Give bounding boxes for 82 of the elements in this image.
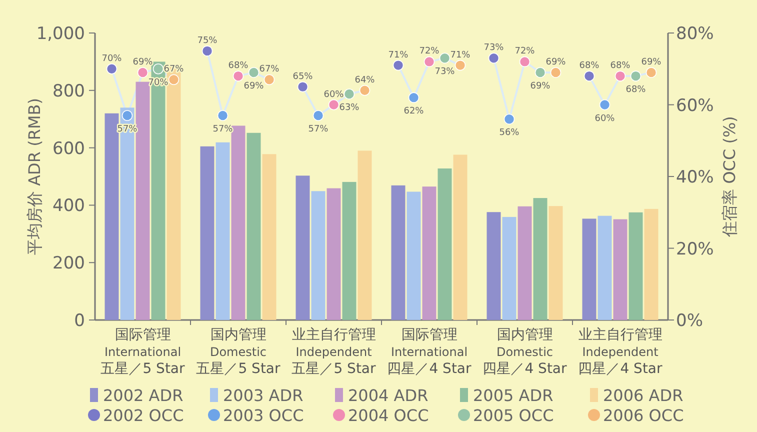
data-label: 68%	[579, 61, 600, 72]
legend-label: 2005 OCC	[473, 406, 554, 425]
data-label: 69%	[244, 81, 264, 92]
y2-tick-label: 40%	[676, 168, 714, 188]
data-label: 63%	[339, 102, 360, 113]
x-tick-label: 国内管理 Domestic 四星／4 Star	[482, 327, 568, 377]
legend-label: 2005 ADR	[473, 386, 554, 405]
data-label: 68%	[626, 85, 646, 96]
data-label: 73%	[484, 43, 504, 54]
data-label: 60%	[594, 114, 616, 124]
y-tick-label: 200	[52, 254, 85, 274]
bar	[438, 168, 452, 320]
data-label: 69%	[641, 57, 662, 68]
bar	[613, 219, 628, 320]
y2-tick-label: 80%	[676, 24, 714, 44]
legend-label: 2004 OCC	[348, 406, 429, 425]
bar	[644, 208, 658, 320]
bar	[533, 198, 548, 320]
y2-axis-title: 住宿率 OCC (%)	[720, 116, 739, 238]
y-tick-label: 400	[52, 196, 85, 216]
bar	[422, 186, 436, 320]
bar	[246, 132, 261, 320]
bar	[311, 191, 326, 320]
bar	[453, 154, 468, 320]
x-tick-label: 国际管理 International 四星／4 Star	[387, 327, 472, 377]
data-label: 75%	[197, 36, 218, 46]
bar	[598, 216, 612, 320]
data-label: 72%	[419, 46, 440, 57]
bar	[502, 216, 516, 320]
legend-label: 2006 OCC	[603, 406, 684, 425]
x-tick-label: 国内管理 Domestic 五星／5 Star	[196, 327, 281, 377]
y-tick-label: 0	[74, 311, 85, 331]
x-tick-label: 业主自行管理 Independent 五星／5 Star	[292, 327, 376, 377]
data-label: 69%	[530, 81, 551, 92]
y-tick-label: 800	[52, 81, 85, 102]
data-label: 71%	[450, 50, 471, 60]
bar	[518, 206, 532, 320]
data-label: 68%	[228, 61, 249, 72]
bar	[628, 212, 643, 320]
legend-label: 2003 OCC	[223, 406, 304, 425]
bar	[136, 82, 150, 320]
legend-label: 2003 ADR	[223, 386, 304, 405]
bar	[200, 146, 214, 320]
data-label: 69%	[132, 57, 154, 68]
legend-label: 2002 OCC	[103, 406, 184, 425]
bar	[326, 188, 341, 320]
data-label: 65%	[292, 72, 314, 82]
data-label: 68%	[610, 61, 631, 72]
data-label: 71%	[388, 50, 409, 60]
bar	[262, 154, 276, 320]
legend-label: 2004 ADR	[348, 386, 428, 405]
y2-tick-label: 60%	[676, 96, 714, 116]
data-label: 73%	[434, 67, 456, 78]
x-tick-label: 国际管理 International 五星／5 Star	[100, 327, 186, 377]
data-label: 57%	[308, 124, 329, 135]
bar	[231, 126, 246, 320]
bar	[406, 192, 421, 320]
data-label: 64%	[354, 75, 376, 86]
bar	[296, 176, 310, 320]
bar	[548, 206, 563, 320]
bar	[216, 142, 230, 320]
legend-label: 2006 ADR	[603, 386, 684, 405]
bar	[104, 113, 119, 320]
y-tick-label: 1,000	[36, 24, 85, 44]
y-tick-label: 600	[52, 138, 85, 159]
x-tick-label: 业主自行管理 Independent 四星／4 Star	[578, 327, 663, 377]
y-axis-title: 平均房价 ADR (RMB)	[25, 98, 44, 255]
bar	[391, 185, 406, 320]
y2-tick-label: 0%	[676, 311, 703, 331]
data-label: 67%	[259, 64, 280, 75]
bar	[486, 212, 501, 320]
legend-label: 2002 ADR	[103, 386, 184, 405]
data-label: 56%	[499, 128, 520, 138]
data-label: 60%	[324, 90, 344, 100]
data-label: 70%	[102, 54, 122, 64]
bar	[358, 150, 372, 320]
bar	[582, 218, 596, 320]
data-label: 62%	[404, 106, 424, 117]
data-label: 69%	[546, 57, 566, 68]
data-label: 72%	[514, 46, 536, 57]
y2-tick-label: 20%	[676, 239, 714, 260]
bar	[342, 182, 356, 320]
